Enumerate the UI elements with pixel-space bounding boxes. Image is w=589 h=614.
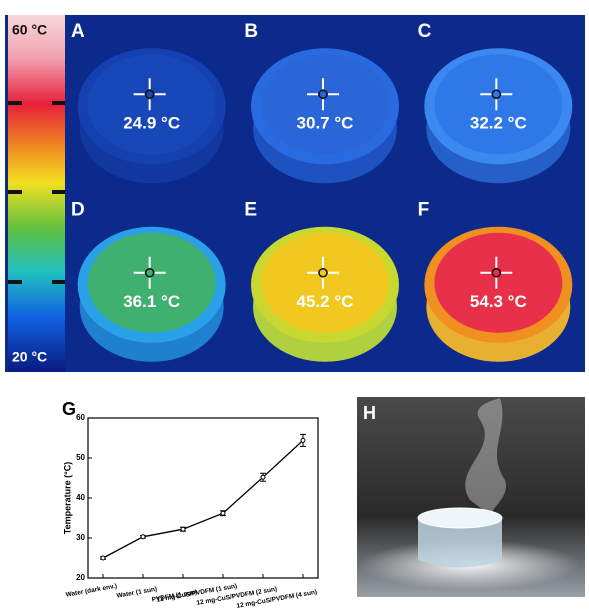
panel-label: C <box>418 21 432 42</box>
y-tick-label: 50 <box>76 453 85 462</box>
y-tick-label: 30 <box>76 533 85 542</box>
temperature-label: 30.7 °C <box>297 114 354 133</box>
plot-frame <box>88 418 318 578</box>
panel-label: E <box>244 200 257 221</box>
dish-surface <box>261 233 389 333</box>
dish-surface <box>261 54 389 154</box>
point <box>261 475 265 479</box>
point <box>181 527 185 531</box>
panel-label: G <box>62 399 76 419</box>
panel-label: A <box>71 21 85 42</box>
temperature-label: 24.9 °C <box>123 114 180 133</box>
dish-rim <box>418 508 502 528</box>
y-tick-label: 60 <box>76 413 85 422</box>
temperature-label: 32.2 °C <box>470 114 527 133</box>
dish-surface <box>88 233 216 333</box>
dish-surface <box>88 54 216 154</box>
colorbar-max: 60 °C <box>12 22 47 38</box>
panel-label: H <box>363 403 376 423</box>
colorbar-min: 20 °C <box>12 349 47 365</box>
temperature-label: 36.1 °C <box>123 292 180 311</box>
y-tick-label: 40 <box>76 493 85 502</box>
panel-label: F <box>418 200 430 221</box>
dish-surface <box>434 233 562 333</box>
y-tick-label: 20 <box>76 573 85 582</box>
point <box>221 511 225 515</box>
point <box>301 438 305 442</box>
panel-label: D <box>71 200 85 221</box>
panel-label: B <box>244 21 258 42</box>
point <box>141 535 145 539</box>
point <box>101 556 105 560</box>
temperature-label: 45.2 °C <box>297 292 354 311</box>
thermal-panels: 24.9 °C A 30.7 °C B 32.2 °C C 36.1 °C D 45.2 °C E… <box>65 15 585 372</box>
y-axis-label: Temperature (°C) <box>62 462 72 534</box>
figure: 60 °C 20 °C 24.9 °C A 30.7 °C B 32.2 °C C 36.1… <box>0 0 589 614</box>
dish-surface <box>434 54 562 154</box>
temperature-label: 54.3 °C <box>470 292 527 311</box>
x-tick-label: Water (dark env.) <box>65 583 117 599</box>
line <box>103 440 303 558</box>
chart: G 20 30 40 50 60 Temperature (°C) Water (dark e… <box>62 399 318 610</box>
